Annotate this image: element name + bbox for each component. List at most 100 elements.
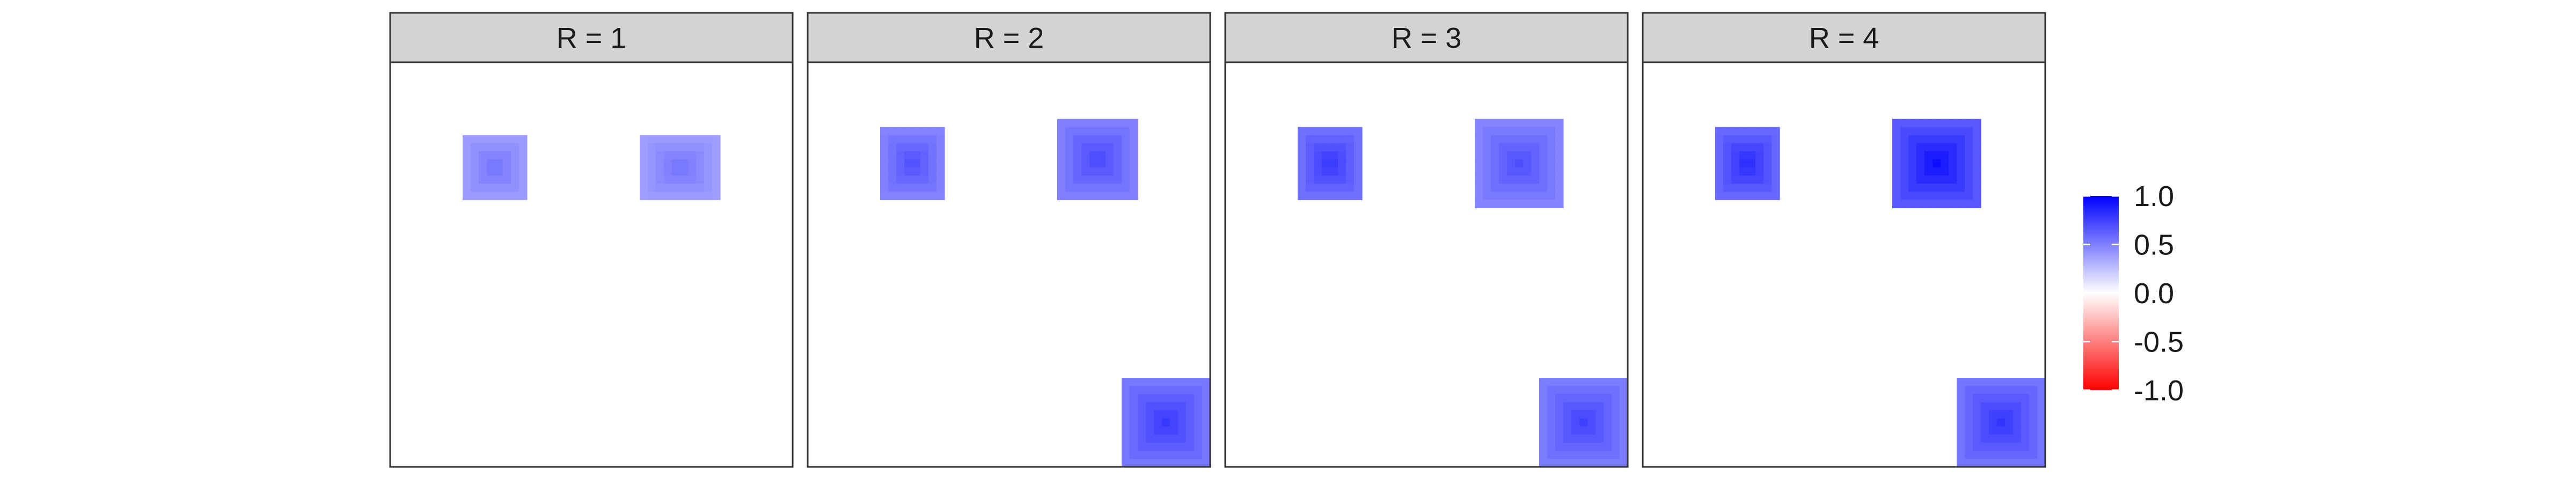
heatmap-cell	[1579, 458, 1588, 467]
heatmap-cell	[1547, 402, 1556, 411]
heatmap-cell	[1547, 119, 1556, 128]
heatmap-cell	[1138, 386, 1146, 394]
heatmap-cell	[1194, 426, 1203, 435]
heatmap-cell	[1499, 127, 1507, 136]
heatmap-cell	[928, 167, 937, 176]
heatmap-cell	[664, 143, 672, 152]
heatmap-cell	[1957, 410, 1965, 419]
heatmap-cell	[1908, 184, 1917, 192]
heatmap-cell	[1114, 184, 1122, 192]
heatmap-cell	[1604, 442, 1612, 451]
heatmap-cell	[1073, 151, 1082, 160]
heatmap-cell	[1957, 175, 1965, 184]
heatmap-cell	[479, 159, 487, 168]
heatmap-cell	[1114, 192, 1122, 200]
heatmap-cell	[1178, 386, 1187, 394]
heatmap-cell	[2021, 442, 2030, 451]
heatmap-cell	[1539, 192, 1548, 200]
heatmap-cell	[1620, 426, 1628, 435]
heatmap-cell	[1499, 192, 1507, 200]
heatmap-cell	[1539, 450, 1548, 459]
heatmap-cell	[503, 175, 511, 184]
heatmap-cell	[1612, 378, 1620, 386]
heatmap-cell	[1755, 151, 1764, 160]
heatmap-cell	[1073, 167, 1082, 176]
heatmap-cell	[1186, 442, 1195, 451]
heatmap-cell	[1965, 402, 1973, 411]
heatmap-cell	[1306, 184, 1314, 192]
heatmap-cell	[1186, 386, 1195, 394]
panel-border	[389, 61, 794, 468]
heatmap-cell	[696, 143, 705, 152]
heatmap-cell	[1957, 386, 1965, 394]
heatmap-cell	[712, 135, 721, 144]
heatmap-cell	[1547, 167, 1556, 176]
heatmap-cell	[1916, 167, 1925, 176]
heatmap-cell	[1146, 442, 1154, 451]
heatmap-cell	[1539, 410, 1548, 419]
heatmap-cell	[1941, 192, 1949, 200]
heatmap-cell	[1555, 450, 1564, 459]
heatmap-cell	[1162, 410, 1170, 419]
heatmap-cell	[1957, 394, 1965, 402]
heatmap-cell	[1130, 135, 1138, 144]
heatmap-cell	[1539, 442, 1548, 451]
heatmap-cell	[664, 167, 672, 176]
heatmap-cell	[1491, 167, 1499, 176]
heatmap-cell	[1122, 386, 1130, 394]
heatmap-cell	[487, 192, 495, 200]
heatmap-cell	[2029, 458, 2038, 467]
heatmap-cell	[1731, 143, 1740, 152]
heatmap-cell	[704, 135, 713, 144]
heatmap-cell	[1178, 378, 1187, 386]
heatmap-cell	[1715, 192, 1724, 200]
heatmap-cell	[1178, 418, 1187, 427]
heatmap-cell	[1620, 450, 1628, 459]
heatmap-cell	[1065, 143, 1074, 152]
heatmap-cells	[1298, 119, 1628, 467]
heatmap-cell	[1057, 167, 1066, 176]
heatmap-cell	[888, 159, 897, 168]
heatmap-cell	[1723, 159, 1732, 168]
heatmap-cell	[1314, 192, 1322, 200]
heatmap-cell	[1194, 442, 1203, 451]
heatmap-cell	[1555, 192, 1564, 200]
heatmap-cell	[1523, 192, 1532, 200]
heatmap-cell	[1908, 159, 1917, 168]
heatmap-cell	[1949, 175, 1957, 184]
heatmap-cell	[1354, 192, 1363, 200]
heatmap-cell	[1965, 450, 1973, 459]
heatmap-cell	[1073, 119, 1082, 128]
heatmap-cell	[2013, 434, 2022, 443]
heatmap-cell	[1065, 167, 1074, 176]
heatmap-cell	[1981, 434, 1989, 443]
heatmap-cell	[1715, 159, 1724, 168]
heatmap-cell	[1130, 378, 1138, 386]
heatmap-cell	[1747, 175, 1756, 184]
heatmap-cell	[511, 159, 519, 168]
heatmap-cell	[2021, 458, 2030, 467]
heatmap-cell	[1531, 151, 1540, 160]
heatmap-cell	[2005, 394, 2014, 402]
heatmap-cell	[1162, 394, 1170, 402]
heatmap-cell	[1612, 394, 1620, 402]
heatmap-cell	[1596, 426, 1604, 435]
heatmap-cell	[1491, 151, 1499, 160]
heatmap-cell	[648, 167, 656, 176]
facet-strip	[1224, 12, 1629, 63]
heatmap-cell	[511, 151, 519, 160]
heatmap-cell	[1731, 151, 1740, 160]
heatmap-cell	[1755, 159, 1764, 168]
heatmap-cell	[920, 127, 929, 136]
heatmap-cell	[1122, 192, 1130, 200]
legend-tick-label: -0.5	[2134, 326, 2184, 358]
heatmap-cell	[1563, 378, 1572, 386]
heatmap-cell	[1202, 394, 1211, 402]
heatmap-cell	[696, 175, 705, 184]
heatmap-cell	[1539, 151, 1548, 160]
heatmap-cell	[1747, 192, 1756, 200]
heatmap-cell	[2037, 402, 2046, 411]
heatmap-cell	[1081, 127, 1090, 136]
heatmap-cell	[1089, 167, 1098, 176]
heatmap-cell	[1531, 135, 1540, 144]
